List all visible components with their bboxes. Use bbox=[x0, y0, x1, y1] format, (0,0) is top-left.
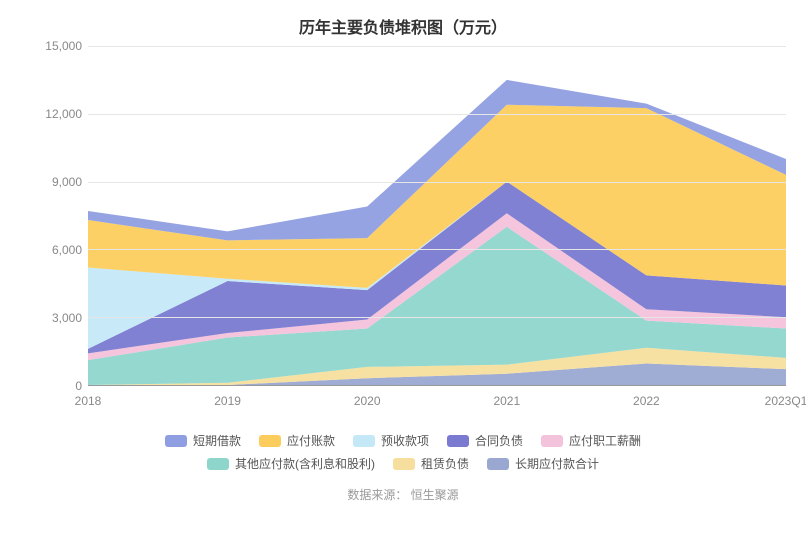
chart-area: 03,0006,0009,00012,00015,000 20182019202… bbox=[30, 46, 786, 416]
chart-title: 历年主要负债堆积图（万元） bbox=[20, 14, 786, 38]
x-tick-label: 2018 bbox=[75, 394, 102, 408]
y-tick-label: 15,000 bbox=[45, 39, 82, 53]
legend-swatch-icon bbox=[447, 435, 469, 447]
legend-item-emp_comp_payable[interactable]: 应付职工薪酬 bbox=[541, 432, 641, 449]
legend-swatch-icon bbox=[207, 458, 229, 470]
legend-label: 应付账款 bbox=[287, 432, 335, 449]
grid-line bbox=[88, 249, 786, 250]
legend-row: 其他应付款(含利息和股利) 租赁负债 长期应付款合计 bbox=[20, 455, 786, 472]
grid-line bbox=[88, 114, 786, 115]
legend-item-other_payable[interactable]: 其他应付款(含利息和股利) bbox=[207, 455, 375, 472]
y-axis: 03,0006,0009,00012,00015,000 bbox=[30, 46, 88, 386]
legend-item-accounts_payable[interactable]: 应付账款 bbox=[259, 432, 335, 449]
data-source-name: 恒生聚源 bbox=[411, 488, 459, 502]
grid-line bbox=[88, 182, 786, 183]
legend-swatch-icon bbox=[541, 435, 563, 447]
legend-swatch-icon bbox=[165, 435, 187, 447]
legend-label: 其他应付款(含利息和股利) bbox=[235, 455, 375, 472]
legend-swatch-icon bbox=[353, 435, 375, 447]
x-tick-label: 2021 bbox=[493, 394, 520, 408]
legend-row: 短期借款 应付账款 预收款项 合同负债 应付职工薪酬 bbox=[20, 432, 786, 449]
y-tick-label: 9,000 bbox=[52, 175, 82, 189]
stacked-area-svg bbox=[88, 46, 786, 385]
y-tick-label: 3,000 bbox=[52, 311, 82, 325]
legend-item-long_term_payable[interactable]: 长期应付款合计 bbox=[487, 455, 599, 472]
legend-item-contract_liability[interactable]: 合同负债 bbox=[447, 432, 523, 449]
legend-label: 长期应付款合计 bbox=[515, 455, 599, 472]
plot-area bbox=[88, 46, 786, 386]
legend-label: 预收款项 bbox=[381, 432, 429, 449]
x-tick-label: 2020 bbox=[354, 394, 381, 408]
data-source-prefix: 数据来源： bbox=[347, 488, 407, 502]
legend-label: 短期借款 bbox=[193, 432, 241, 449]
chart-page: 历年主要负债堆积图（万元） 0 3,000 6,000 9,000 12,000 15,0… bbox=[0, 0, 806, 539]
legend-swatch-icon bbox=[487, 458, 509, 470]
y-tick-label: 0 bbox=[75, 379, 82, 393]
legend-swatch-icon bbox=[259, 435, 281, 447]
legend-label: 应付职工薪酬 bbox=[569, 432, 641, 449]
legend-label: 合同负债 bbox=[475, 432, 523, 449]
legend-swatch-icon bbox=[393, 458, 415, 470]
legend-item-advance_receipt[interactable]: 预收款项 bbox=[353, 432, 429, 449]
y-tick-label: 12,000 bbox=[45, 107, 82, 121]
data-source: 数据来源： 恒生聚源 bbox=[20, 486, 786, 503]
legend-item-short_term_loan[interactable]: 短期借款 bbox=[165, 432, 241, 449]
x-tick-label: 2023Q1 bbox=[765, 394, 806, 408]
legend-label: 租赁负债 bbox=[421, 455, 469, 472]
x-tick-label: 2019 bbox=[214, 394, 241, 408]
x-tick-label: 2022 bbox=[633, 394, 660, 408]
chart-legend: 短期借款 应付账款 预收款项 合同负债 应付职工薪酬其他应付款(含利息和股利) 租赁负债 长… bbox=[20, 432, 786, 472]
legend-item-lease_liability[interactable]: 租赁负债 bbox=[393, 455, 469, 472]
grid-line bbox=[88, 46, 786, 47]
grid-line bbox=[88, 317, 786, 318]
y-tick-label: 6,000 bbox=[52, 243, 82, 257]
x-axis: 201820192020202120222023Q1 bbox=[88, 388, 786, 416]
